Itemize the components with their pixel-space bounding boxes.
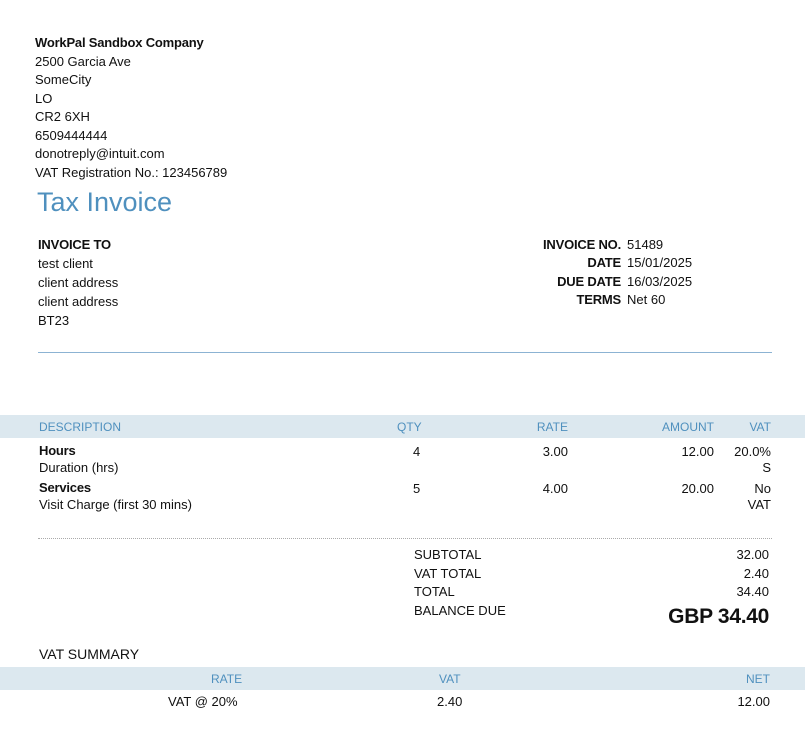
meta-label: DATE (587, 255, 621, 271)
company-vat-registration: VAT Registration No.: 123456789 (35, 164, 228, 180)
item-vat-code: VAT (747, 497, 771, 512)
item-amount: 20.00 (681, 481, 714, 496)
section-divider (38, 352, 772, 353)
meta-label: INVOICE NO. (543, 236, 621, 252)
company-name: WorkPal Sandbox Company (35, 35, 204, 50)
balance-due-value: GBP 34.40 (668, 604, 769, 628)
item-amount: 12.00 (681, 444, 714, 459)
balance-due-row: BALANCE DUE GBP 34.40 (414, 602, 769, 628)
subtotal-label: SUBTOTAL (414, 547, 482, 562)
meta-invoice-no: INVOICE NO. 51489 (500, 235, 730, 254)
balance-due-label: BALANCE DUE (414, 602, 506, 618)
meta-value: Net 60 (627, 292, 666, 308)
company-postcode: CR2 6XH (35, 109, 90, 124)
total-value: 34.40 (736, 584, 769, 599)
vat-total-row: VAT TOTAL 2.40 (414, 566, 769, 585)
vat-rate: VAT @ 20% (168, 694, 238, 709)
item-description: Visit Charge (first 30 mins) (39, 497, 192, 512)
col-vat: VAT (749, 420, 771, 434)
client-address-line: client address (38, 294, 119, 309)
company-address: 2500 Garcia Ave (35, 53, 131, 69)
vat-col-vat: VAT (439, 672, 461, 686)
vat-col-net: NET (746, 672, 770, 686)
company-phone: 6509444444 (35, 127, 108, 143)
vat-summary-header: RATE VAT NET (0, 667, 805, 690)
totals-divider (38, 538, 772, 539)
company-email: donotreply@intuit.com (35, 146, 165, 161)
item-qty: 4 (413, 444, 421, 459)
client-address-line: client address (38, 275, 119, 290)
item-vat: 20.0% (734, 444, 771, 459)
company-block: WorkPal Sandbox Company 2500 Garcia Ave … (35, 34, 227, 182)
vat-total-label: VAT TOTAL (414, 565, 482, 581)
client-name: test client (38, 256, 93, 271)
vat-net: 12.00 (737, 694, 770, 709)
vat-summary-title: VAT SUMMARY (39, 646, 140, 662)
subtotal-row: SUBTOTAL 32.00 (414, 547, 769, 566)
item-description: Duration (hrs) (39, 460, 119, 475)
item-rate: 4.00 (542, 481, 568, 496)
company-city: SomeCity (35, 72, 92, 87)
col-qty: QTY (397, 420, 422, 434)
meta-value: 15/01/2025 (627, 255, 693, 271)
item-name: Hours (39, 443, 76, 458)
invoice-to-header: INVOICE TO (38, 237, 111, 252)
meta-value: 16/03/2025 (627, 273, 693, 289)
col-description: DESCRIPTION (39, 420, 122, 434)
invoice-title: Tax Invoice (37, 187, 173, 217)
meta-terms: TERMS Net 60 (500, 291, 730, 310)
subtotal-value: 32.00 (736, 547, 769, 562)
total-label: TOTAL (414, 584, 455, 599)
items-table-header: DESCRIPTION QTY RATE AMOUNT VAT (0, 415, 805, 438)
invoice-to-block: INVOICE TO test client client address cl… (38, 235, 118, 330)
totals-block: SUBTOTAL 32.00 VAT TOTAL 2.40 TOTAL 34.4… (414, 547, 769, 628)
meta-value: 51489 (627, 236, 664, 252)
vat-amount: 2.40 (437, 694, 463, 709)
client-postcode: BT23 (38, 313, 70, 328)
invoice-meta: INVOICE NO. 51489 DATE 15/01/2025 DUE DA… (500, 235, 730, 309)
meta-label: DUE DATE (557, 273, 621, 289)
total-row: TOTAL 34.40 (414, 584, 769, 603)
vat-total-value: 2.40 (743, 565, 769, 581)
company-region: LO (35, 90, 53, 106)
item-vat-code: S (762, 460, 771, 475)
meta-due-date: DUE DATE 16/03/2025 (500, 272, 730, 291)
meta-date: DATE 15/01/2025 (500, 254, 730, 273)
item-qty: 5 (413, 481, 421, 496)
meta-label: TERMS (576, 292, 621, 308)
item-vat: No (754, 481, 771, 496)
item-rate: 3.00 (542, 444, 568, 459)
vat-col-rate: RATE (211, 672, 243, 686)
item-name: Services (39, 480, 91, 495)
col-amount: AMOUNT (662, 420, 714, 434)
col-rate: RATE (536, 420, 568, 434)
